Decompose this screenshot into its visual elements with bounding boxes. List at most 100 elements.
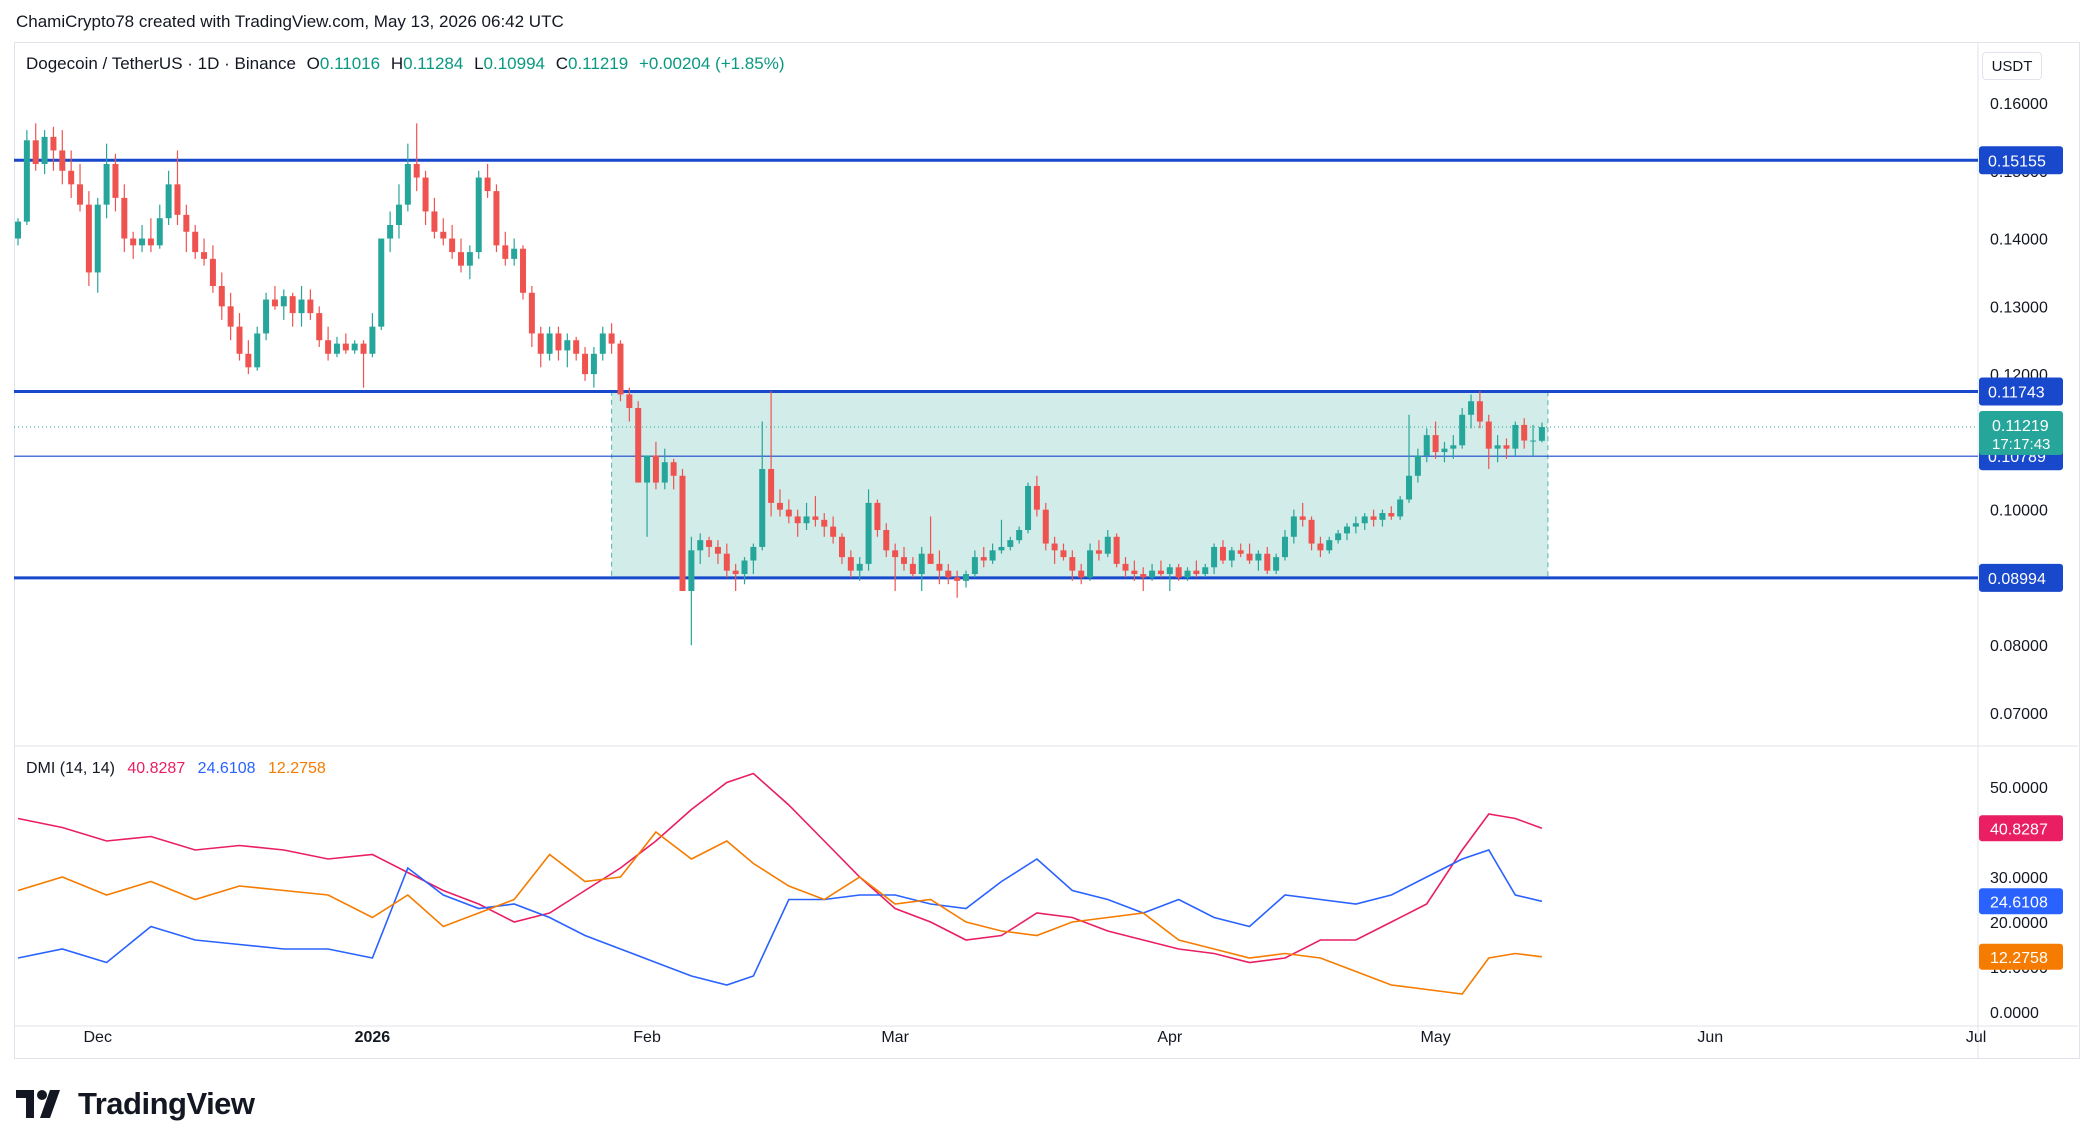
candle-body xyxy=(1538,427,1545,441)
candle-body xyxy=(1087,550,1094,578)
chart-credit: ChamiCrypto78 created with TradingView.c… xyxy=(16,12,564,31)
time-axis-label: Mar xyxy=(881,1029,909,1046)
tradingview-logo[interactable]: TradingView xyxy=(16,1084,255,1124)
candle-body xyxy=(484,177,491,192)
candle-body xyxy=(112,164,119,198)
candle-body xyxy=(1078,570,1085,578)
time-axis-label: Jul xyxy=(1966,1029,1986,1046)
candle-body xyxy=(741,560,748,575)
low-value-group: L0.10994 xyxy=(474,54,545,73)
candle-body xyxy=(954,577,961,581)
candle-body xyxy=(1414,455,1421,476)
candle-body xyxy=(546,333,553,354)
candle-body xyxy=(458,252,464,266)
candle-body xyxy=(174,184,181,215)
open-value: 0.11016 xyxy=(319,54,381,73)
candle-body xyxy=(803,516,810,524)
candle-body xyxy=(750,546,757,561)
candle-body xyxy=(413,164,420,178)
candle-body xyxy=(1149,570,1156,578)
candle-body xyxy=(316,313,323,341)
candle-body xyxy=(1255,553,1262,561)
candle-body xyxy=(1423,435,1430,456)
candle-body xyxy=(1069,557,1076,571)
candle-body xyxy=(1476,401,1483,422)
candle-body xyxy=(1485,421,1492,449)
candle-body xyxy=(1193,570,1200,575)
candle-body xyxy=(918,553,925,575)
dmi-title: DMI (14, 14) xyxy=(26,760,115,777)
dmi-value-badge xyxy=(1979,815,2063,842)
candle-body xyxy=(1166,567,1173,575)
close-value-group: C0.11219 xyxy=(556,54,628,73)
dmi-tick-label: 0.0000 xyxy=(1990,1005,2039,1022)
candle-body xyxy=(714,546,721,554)
currency-unit-button[interactable]: USDT xyxy=(1982,52,2042,80)
candle-body xyxy=(1131,570,1138,575)
candle-body xyxy=(378,238,385,327)
candle-body xyxy=(1033,485,1040,510)
candle-body xyxy=(15,221,21,239)
dmi-value-badge xyxy=(1979,888,2063,915)
candle-body xyxy=(32,140,39,164)
price-tick-label: 0.16000 xyxy=(1990,96,2048,113)
candle-body xyxy=(1140,574,1147,578)
candle-body xyxy=(1317,543,1324,551)
candle-body xyxy=(130,238,137,246)
candle-body xyxy=(1060,550,1067,558)
high-label: H xyxy=(390,54,404,73)
level-price-badge xyxy=(1979,563,2063,592)
dmi-adx-value: 40.8287 xyxy=(127,760,186,777)
level-price-badge xyxy=(1979,146,2063,175)
time-axis-label: 2026 xyxy=(355,1029,391,1046)
candle-body xyxy=(679,475,686,591)
candle-body xyxy=(856,563,863,571)
candle-body xyxy=(307,299,314,314)
candle-body xyxy=(945,570,952,578)
candle-body xyxy=(236,326,243,354)
dmi-value-badge-label: 40.8287 xyxy=(1990,821,2048,838)
candle-body xyxy=(245,353,252,368)
dmi-tick-label: 50.0000 xyxy=(1990,780,2048,797)
candle-body xyxy=(1219,546,1226,561)
candle-body xyxy=(139,238,146,246)
price-tick-label: 0.07000 xyxy=(1990,706,2048,723)
candle-body xyxy=(1104,536,1111,554)
candle-body xyxy=(342,343,349,351)
candle-body xyxy=(333,343,340,354)
candle-body xyxy=(395,204,402,225)
candle-body xyxy=(1007,540,1014,547)
change-value: +0.00204 (+1.85%) xyxy=(638,54,785,73)
time-axis-label: Dec xyxy=(84,1029,112,1046)
candle-body xyxy=(156,218,163,246)
candle-body xyxy=(520,248,527,293)
candle-body xyxy=(874,502,881,530)
candle-body xyxy=(1370,516,1377,520)
tradingview-wordmark: TradingView xyxy=(78,1086,255,1121)
candle-body xyxy=(289,296,296,314)
candle-body xyxy=(1512,424,1519,449)
candle-body xyxy=(723,553,730,571)
candle-body xyxy=(77,184,84,205)
dmi-value-badge xyxy=(1979,943,2063,970)
bar-countdown-label: 17:17:43 xyxy=(1992,436,2050,453)
candle-body xyxy=(830,526,837,537)
candle-body xyxy=(706,540,713,547)
candle-body xyxy=(192,231,199,253)
candle-body xyxy=(768,469,775,503)
dmi-line-adx xyxy=(17,772,1543,964)
candle-body xyxy=(1308,519,1315,544)
candle-body xyxy=(732,570,739,575)
candle-body xyxy=(59,150,66,171)
candle-body xyxy=(892,550,899,558)
candle-body xyxy=(1468,401,1475,415)
candle-body xyxy=(528,292,535,334)
open-label: O xyxy=(306,54,320,73)
dmi-value-badge-label: 12.2758 xyxy=(1990,950,2048,967)
candle-body xyxy=(431,211,438,232)
candle-body xyxy=(493,191,500,246)
candle-body xyxy=(582,353,589,375)
candle-body xyxy=(1281,536,1288,558)
candle-body xyxy=(280,296,287,307)
